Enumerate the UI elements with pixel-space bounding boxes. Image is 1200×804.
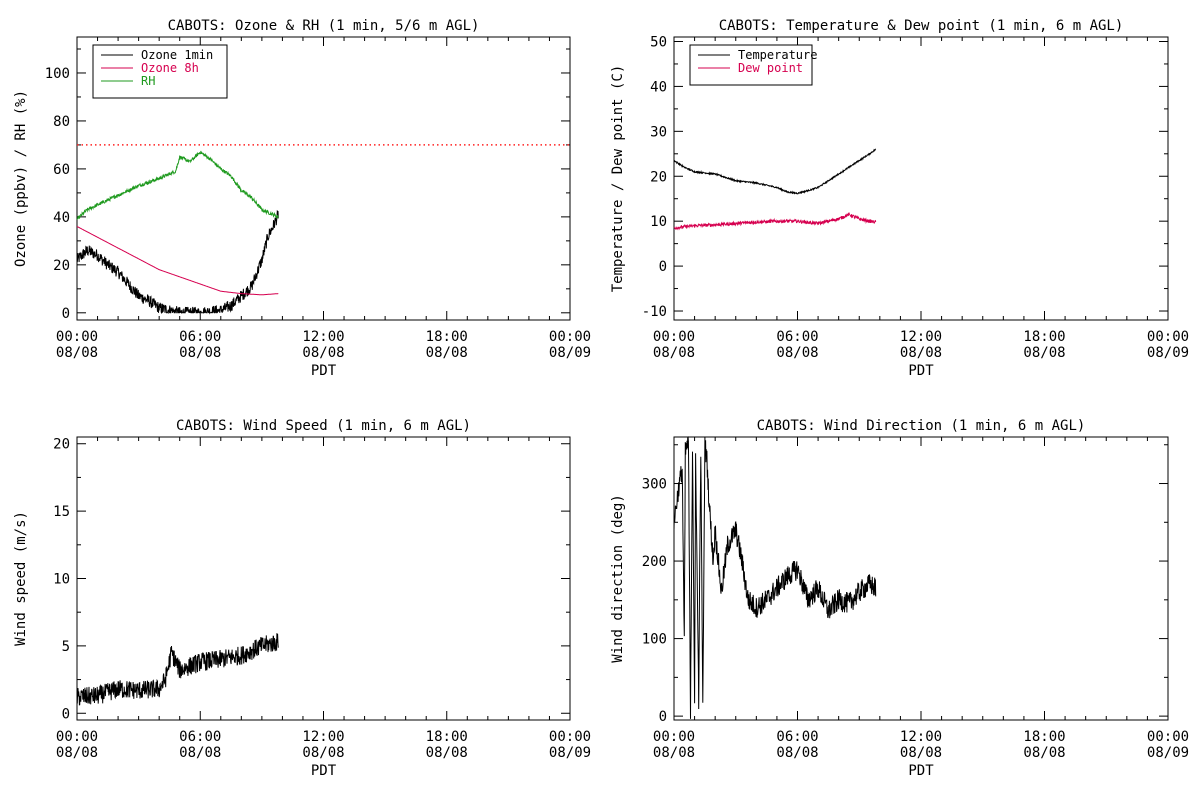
x-tick-label: 12:00	[302, 729, 344, 745]
y-tick-label: 60	[53, 162, 70, 178]
x-axis-label: PDT	[908, 363, 934, 379]
x-tick-label: 00:00	[1147, 729, 1189, 745]
panel-wind-speed: CABOTS: Wind Speed (1 min, 6 m AGL) 00:00…	[13, 418, 591, 779]
x-tick-date: 08/08	[56, 345, 98, 361]
x-tick-label: 00:00	[56, 329, 98, 345]
x-tick-label: 00:00	[653, 329, 695, 345]
legend-entry: Ozone 1min	[141, 48, 213, 62]
x-tick-label: 12:00	[900, 729, 942, 745]
x-tick-label: 00:00	[1147, 329, 1189, 345]
y-tick-label: 0	[62, 306, 70, 322]
y-tick-label: 200	[642, 554, 667, 570]
legend-entry: Temperature	[738, 48, 817, 62]
x-tick-label: 06:00	[179, 329, 221, 345]
x-axis-label: PDT	[311, 363, 337, 379]
legend-box	[689, 44, 813, 86]
y-tick-label: 40	[53, 210, 70, 226]
panel-temperature: CABOTS: Temperature & Dew point (1 min, …	[610, 18, 1189, 379]
legend-box	[92, 44, 228, 99]
x-tick-label: 06:00	[776, 729, 818, 745]
series-line-data	[673, 436, 877, 719]
x-tick-date: 08/09	[549, 745, 591, 761]
y-tick-label: 0	[62, 706, 70, 722]
legend-entry: Dew point	[738, 61, 803, 75]
y-tick-label: 20	[650, 169, 667, 185]
y-axis-label: Temperature / Dew point (C)	[610, 65, 626, 293]
x-tick-label: 12:00	[900, 329, 942, 345]
chart-title: CABOTS: Wind Direction (1 min, 6 m AGL)	[757, 418, 1086, 434]
x-tick-label: 18:00	[426, 329, 468, 345]
y-tick-label: 20	[53, 258, 70, 274]
series-line-temperature	[673, 148, 877, 195]
chart-title: CABOTS: Ozone & RH (1 min, 5/6 m AGL)	[168, 18, 480, 34]
x-tick-date: 08/08	[900, 745, 942, 761]
panel-ozone: CABOTS: Ozone & RH (1 min, 5/6 m AGL) 00:…	[13, 18, 591, 379]
y-tick-label: 10	[650, 214, 667, 230]
chart-title: CABOTS: Wind Speed (1 min, 6 m AGL)	[176, 418, 471, 434]
x-tick-label: 00:00	[653, 729, 695, 745]
x-axis-label: PDT	[908, 763, 934, 779]
x-axis-label: PDT	[311, 763, 337, 779]
legend-entry: RH	[141, 74, 155, 88]
x-tick-label: 00:00	[549, 729, 591, 745]
x-tick-date: 08/09	[1147, 345, 1189, 361]
y-tick-label: 0	[659, 709, 667, 725]
y-tick-label: 10	[53, 572, 70, 588]
y-tick-label: 30	[650, 124, 667, 140]
x-tick-date: 08/08	[653, 345, 695, 361]
panel-wind-direction: CABOTS: Wind Direction (1 min, 6 m AGL) 0…	[610, 418, 1189, 779]
plot-frame	[76, 436, 571, 721]
series-line-ozone-8h	[76, 226, 279, 296]
x-tick-date: 08/08	[302, 745, 344, 761]
y-axis-label: Wind speed (m/s)	[13, 511, 29, 646]
y-tick-label: 100	[642, 632, 667, 648]
x-tick-date: 08/09	[1147, 745, 1189, 761]
y-tick-label: -10	[642, 304, 667, 320]
x-tick-label: 18:00	[1023, 329, 1065, 345]
x-tick-label: 12:00	[302, 329, 344, 345]
series-line-ozone-1min	[76, 209, 279, 315]
x-tick-label: 00:00	[549, 329, 591, 345]
x-tick-date: 08/08	[179, 345, 221, 361]
plot-frame	[673, 436, 1169, 721]
series-line-dew-point	[673, 212, 877, 231]
x-tick-date: 08/08	[179, 745, 221, 761]
y-tick-label: 40	[650, 79, 667, 95]
x-tick-date: 08/08	[1023, 745, 1065, 761]
x-tick-date: 08/09	[549, 345, 591, 361]
series-line-rh	[76, 150, 279, 220]
x-tick-label: 00:00	[56, 729, 98, 745]
y-tick-label: 80	[53, 114, 70, 130]
x-tick-date: 08/08	[426, 345, 468, 361]
x-tick-label: 06:00	[179, 729, 221, 745]
y-tick-label: 0	[659, 259, 667, 275]
x-tick-label: 18:00	[426, 729, 468, 745]
x-tick-date: 08/08	[302, 345, 344, 361]
x-tick-label: 18:00	[1023, 729, 1065, 745]
x-tick-date: 08/08	[776, 345, 818, 361]
y-tick-label: 15	[53, 504, 70, 520]
y-tick-label: 300	[642, 477, 667, 493]
x-tick-label: 06:00	[776, 329, 818, 345]
y-tick-label: 50	[650, 34, 667, 50]
series-line-data	[76, 633, 279, 706]
y-tick-label: 100	[45, 66, 70, 82]
x-tick-date: 08/08	[1023, 345, 1065, 361]
x-tick-date: 08/08	[56, 745, 98, 761]
y-tick-label: 5	[62, 639, 70, 655]
x-tick-date: 08/08	[653, 745, 695, 761]
x-tick-date: 08/08	[426, 745, 468, 761]
chart-title: CABOTS: Temperature & Dew point (1 min, …	[719, 18, 1124, 34]
x-tick-date: 08/08	[776, 745, 818, 761]
x-tick-date: 08/08	[900, 345, 942, 361]
y-tick-label: 20	[53, 437, 70, 453]
y-axis-label: Wind direction (deg)	[610, 494, 626, 663]
legend-entry: Ozone 8h	[141, 61, 199, 75]
y-axis-label: Ozone (ppbv) / RH (%)	[13, 90, 29, 267]
